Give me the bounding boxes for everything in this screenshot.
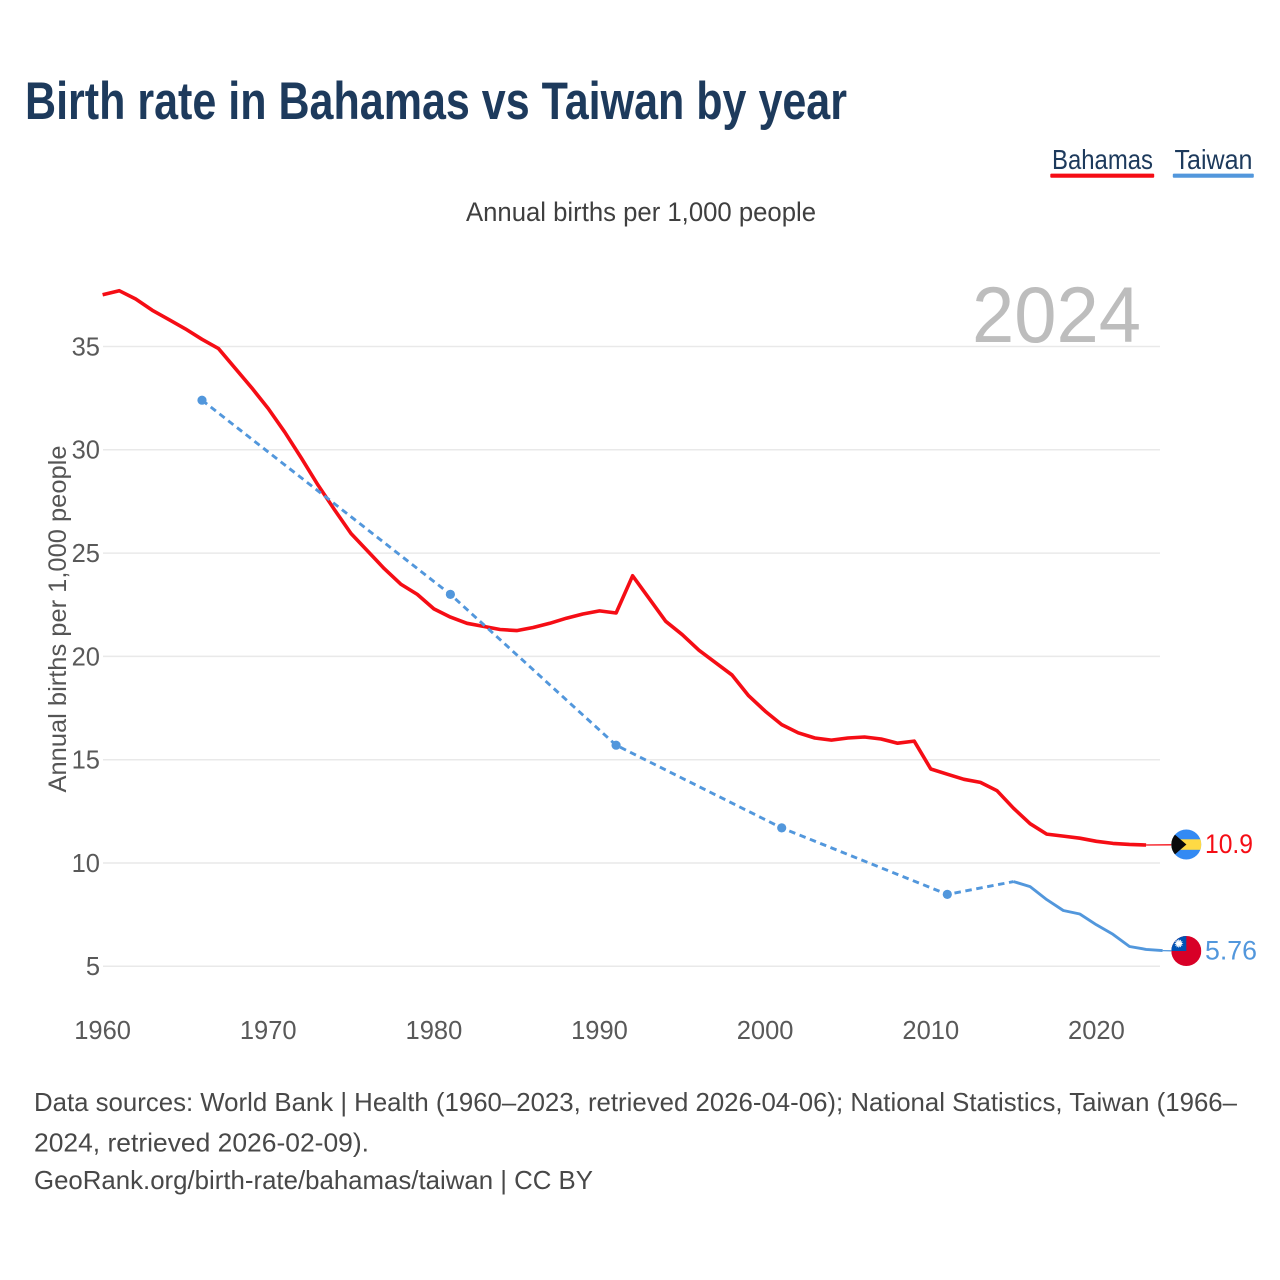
svg-text:30: 30	[72, 437, 100, 465]
svg-text:5.76: 5.76	[1205, 936, 1257, 966]
svg-text:GeoRank.org/birth-rate/bahamas: GeoRank.org/birth-rate/bahamas/taiwan | …	[34, 1165, 593, 1195]
svg-text:Data sources: World Bank | Hea: Data sources: World Bank | Health (1960–…	[34, 1087, 1238, 1117]
svg-text:Bahamas: Bahamas	[1052, 144, 1153, 175]
svg-text:2020: 2020	[1068, 1017, 1125, 1045]
svg-text:Taiwan: Taiwan	[1175, 144, 1253, 175]
svg-text:2010: 2010	[902, 1017, 959, 1045]
svg-text:35: 35	[72, 333, 100, 361]
svg-text:2024, retrieved 2026-02-09).: 2024, retrieved 2026-02-09).	[34, 1128, 369, 1158]
svg-text:Birth rate in Bahamas vs Taiwa: Birth rate in Bahamas vs Taiwan by year	[25, 72, 847, 131]
svg-text:1980: 1980	[406, 1017, 463, 1045]
svg-text:20: 20	[72, 643, 100, 671]
svg-text:10: 10	[72, 850, 100, 878]
svg-text:5: 5	[86, 953, 100, 981]
svg-text:2024: 2024	[972, 270, 1141, 359]
svg-text:1990: 1990	[571, 1017, 628, 1045]
svg-text:Annual births per 1,000 people: Annual births per 1,000 people	[44, 446, 72, 793]
svg-text:15: 15	[72, 747, 100, 775]
svg-text:2000: 2000	[737, 1017, 794, 1045]
svg-text:10.9: 10.9	[1205, 829, 1253, 859]
svg-text:Annual births per 1,000 people: Annual births per 1,000 people	[466, 197, 816, 227]
svg-text:1970: 1970	[240, 1017, 297, 1045]
svg-text:25: 25	[72, 540, 100, 568]
svg-text:1960: 1960	[74, 1017, 131, 1045]
